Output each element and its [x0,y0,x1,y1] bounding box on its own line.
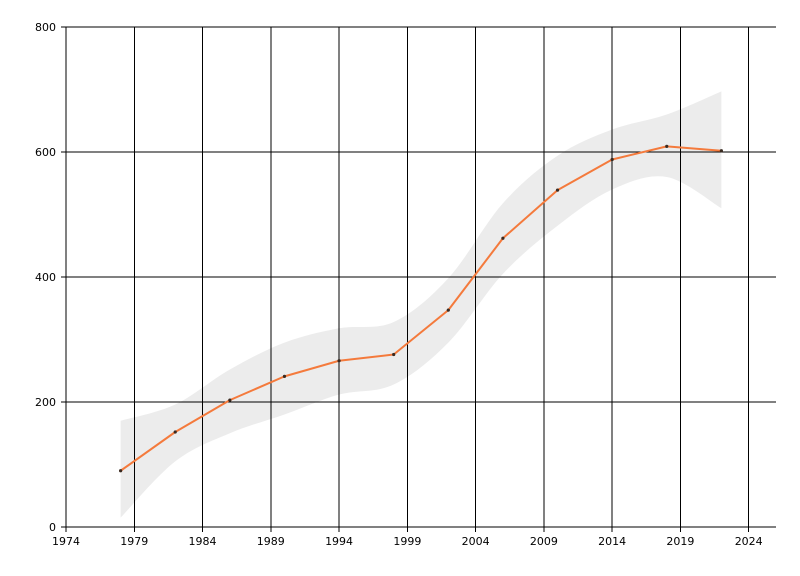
series-line-layer [120,145,722,472]
y-tick-label: 400 [35,271,56,284]
grid-layer [66,26,776,527]
y-tick-label: 800 [35,21,56,34]
data-point [555,188,560,192]
data-point [610,157,614,162]
y-tick-label: 200 [35,396,56,409]
data-point [392,352,396,357]
axis-layer [61,26,776,532]
data-point [446,308,450,312]
y-tick-label: 600 [35,146,56,159]
x-tick-label: 1979 [120,535,148,548]
data-point [719,149,723,153]
data-point [337,359,341,363]
x-tick-label: 2019 [666,535,694,548]
x-tick-label: 1974 [52,535,80,548]
data-point-layer [119,144,723,473]
x-tick-label: 2014 [598,535,626,548]
y-tick-label: 0 [49,521,56,534]
data-point [501,236,505,240]
series-line [120,145,722,472]
data-point [173,430,177,434]
x-tick-label: 1984 [189,535,217,548]
data-point [282,374,287,378]
tick-label-layer: 1974 1979 1984 1989 1994 1999 2004 2009 2014 2019… [35,21,763,548]
x-tick-label: 1999 [393,535,421,548]
x-tick-label: 1994 [325,535,353,548]
x-tick-label: 1989 [257,535,285,548]
x-tick-label: 2024 [735,535,763,548]
x-tick-label: 2009 [530,535,558,548]
data-point [228,398,232,402]
data-point [665,144,669,148]
data-point [119,469,123,473]
x-tick-label: 2004 [462,535,490,548]
